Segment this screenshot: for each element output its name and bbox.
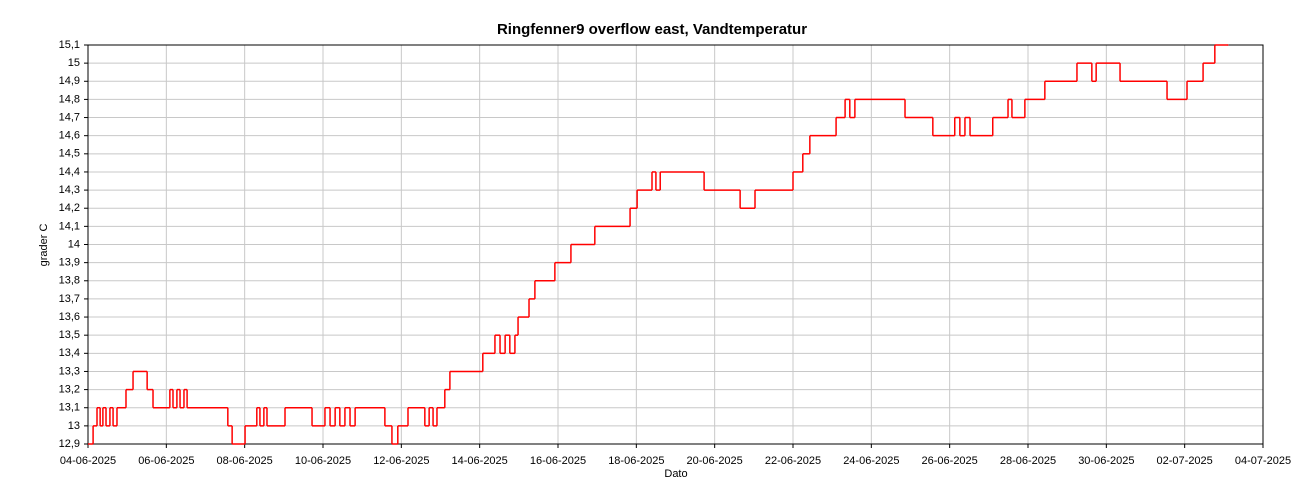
x-tick-label: 26-06-2025 xyxy=(922,455,978,467)
plot-frame xyxy=(87,44,1264,445)
x-tick-label: 16-06-2025 xyxy=(530,455,586,467)
y-tick-label: 14,9 xyxy=(59,75,80,87)
x-tick-label: 08-06-2025 xyxy=(217,455,273,467)
x-tick-label: 04-07-2025 xyxy=(1235,455,1291,467)
line-point xyxy=(1226,44,1229,46)
x-tick-label: 06-06-2025 xyxy=(138,455,194,467)
y-tick-label: 13,9 xyxy=(59,257,80,269)
x-tick-label: 02-07-2025 xyxy=(1157,455,1213,467)
y-tick-label: 14,7 xyxy=(59,111,80,123)
y-tick-label: 14,6 xyxy=(59,130,80,142)
y-tick-label: 14 xyxy=(68,238,80,250)
y-tick-label: 14,2 xyxy=(59,202,80,214)
y-tick-label: 14,8 xyxy=(59,93,80,105)
y-axis-label: grader C xyxy=(38,224,50,267)
x-tick-label: 22-06-2025 xyxy=(765,455,821,467)
x-tick-label: 10-06-2025 xyxy=(295,455,351,467)
x-tick-label: 12-06-2025 xyxy=(373,455,429,467)
y-tick-label: 14,4 xyxy=(59,166,80,178)
chart-title: Ringfenner9 overflow east, Vandtemperatu… xyxy=(497,21,807,38)
y-tick-label: 13,5 xyxy=(59,329,80,341)
y-tick-label: 13,7 xyxy=(59,293,80,305)
y-tick-label: 13,1 xyxy=(59,402,80,414)
y-tick-label: 13,4 xyxy=(59,347,80,359)
x-axis-label: Dato xyxy=(664,468,687,480)
x-tick-label: 30-06-2025 xyxy=(1078,455,1134,467)
y-tick-label: 13,3 xyxy=(59,365,80,377)
y-tick-label: 15,1 xyxy=(59,39,80,51)
x-tick-label: 04-06-2025 xyxy=(60,455,116,467)
y-tick-label: 15 xyxy=(68,57,80,69)
x-tick-label: 24-06-2025 xyxy=(843,455,899,467)
x-tick-label: 14-06-2025 xyxy=(452,455,508,467)
x-tick-label: 18-06-2025 xyxy=(608,455,664,467)
y-tick-label: 13,2 xyxy=(59,383,80,395)
x-tick-label: 28-06-2025 xyxy=(1000,455,1056,467)
y-tick-label: 13,6 xyxy=(59,311,80,323)
y-tick-label: 14,1 xyxy=(59,220,80,232)
y-tick-label: 13,8 xyxy=(59,275,80,287)
y-tick-label: 13 xyxy=(68,420,80,432)
x-tick-label: 20-06-2025 xyxy=(687,455,743,467)
y-tick-label: 14,3 xyxy=(59,184,80,196)
y-tick-label: 14,5 xyxy=(59,148,80,160)
y-tick-label: 12,9 xyxy=(59,438,80,450)
